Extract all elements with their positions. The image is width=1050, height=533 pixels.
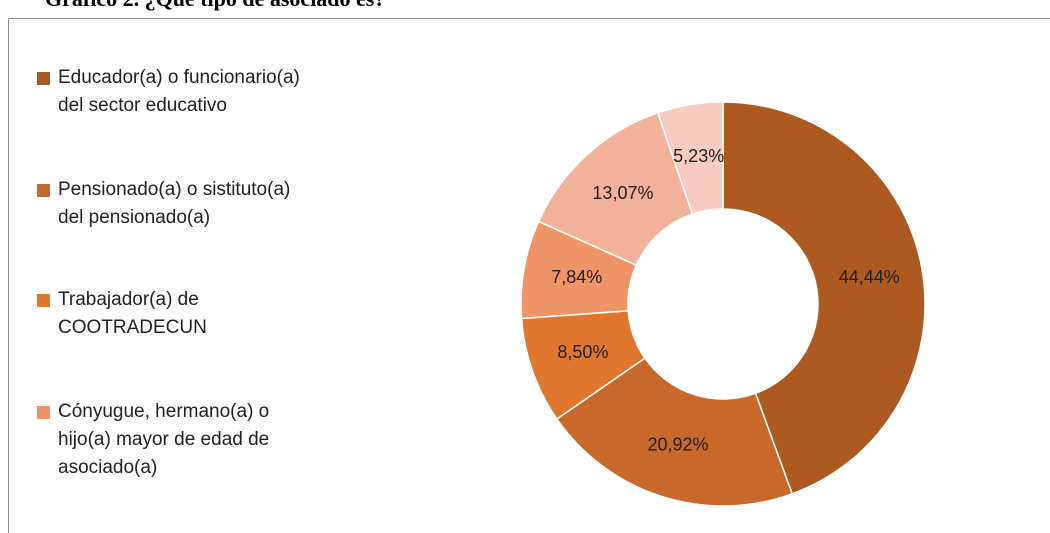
legend-label: Cónyugue, hermano(a) o hijo(a) mayor de … <box>58 401 270 478</box>
legend-label: Pensionado(a) o sistituto(a) del pension… <box>58 179 291 228</box>
data-label: 20,92% <box>647 434 708 454</box>
donut-slice <box>537 111 694 267</box>
chart-title: Gráfico 2. ¿Qué tipo de asociado es? <box>45 0 385 11</box>
donut-slice <box>656 101 724 216</box>
donut-slice <box>722 101 926 495</box>
legend-label: Educador(a) o funcionario(a) del sector … <box>58 67 300 116</box>
legend-swatch <box>37 184 50 197</box>
data-label: 5,23% <box>673 146 724 166</box>
legend-swatch <box>37 294 50 307</box>
data-label: 8,50% <box>557 342 608 362</box>
legend-label: Trabajador(a) de COOTRADECUN <box>58 289 207 338</box>
legend-swatch <box>37 406 50 419</box>
data-label: 44,44% <box>839 267 900 287</box>
data-label: 13,07% <box>592 183 653 203</box>
data-label: 7,84% <box>551 267 602 287</box>
donut-slice <box>555 357 794 507</box>
legend-swatch <box>37 72 50 85</box>
